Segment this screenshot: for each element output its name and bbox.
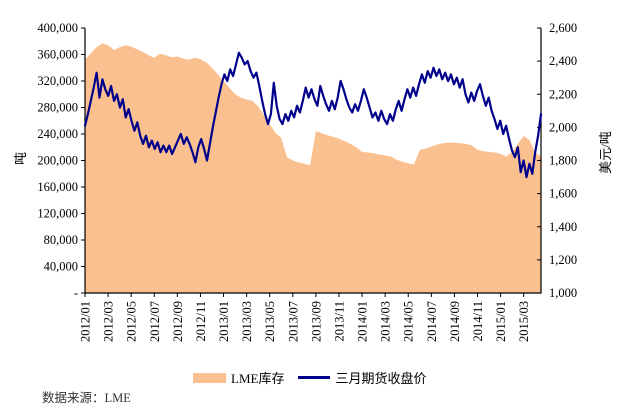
svg-text:1,200: 1,200	[549, 253, 577, 267]
svg-text:2014/03: 2014/03	[379, 301, 393, 342]
svg-text:1,600: 1,600	[549, 187, 577, 201]
svg-text:2013/01: 2013/01	[217, 301, 231, 342]
svg-text:2012/01: 2012/01	[79, 301, 93, 342]
svg-text:1,800: 1,800	[549, 154, 577, 168]
svg-text:2015/01: 2015/01	[494, 301, 508, 342]
svg-text:2013/05: 2013/05	[263, 301, 277, 342]
svg-text:2014/05: 2014/05	[402, 301, 416, 342]
svg-text:360,000: 360,000	[37, 48, 78, 62]
svg-text:-: -	[74, 286, 78, 300]
legend-item-inventory: LME库存	[193, 368, 284, 387]
svg-text:1,000: 1,000	[549, 286, 577, 300]
svg-text:2012/07: 2012/07	[148, 301, 162, 342]
svg-text:40,000: 40,000	[44, 260, 78, 274]
area-swatch-icon	[193, 372, 226, 383]
svg-text:2014/07: 2014/07	[425, 301, 439, 342]
legend-label-price: 三月期货收盘价	[335, 371, 427, 386]
svg-text:2015/03: 2015/03	[517, 301, 531, 342]
svg-text:2,400: 2,400	[549, 54, 577, 68]
svg-text:280,000: 280,000	[37, 101, 78, 115]
svg-text:320,000: 320,000	[37, 74, 78, 88]
svg-text:160,000: 160,000	[37, 180, 78, 194]
svg-text:2,000: 2,000	[549, 120, 577, 134]
legend: LME库存 三月期货收盘价	[193, 368, 426, 387]
svg-text:2014/11: 2014/11	[471, 301, 485, 342]
svg-text:2013/09: 2013/09	[309, 301, 323, 342]
svg-text:2014/09: 2014/09	[448, 301, 462, 342]
svg-text:200,000: 200,000	[37, 154, 78, 168]
data-source-note: 数据来源：LME	[42, 391, 131, 405]
svg-text:80,000: 80,000	[44, 233, 78, 247]
svg-text:2012/09: 2012/09	[171, 301, 185, 342]
svg-text:2012/03: 2012/03	[102, 301, 116, 342]
svg-text:1,400: 1,400	[549, 220, 577, 234]
legend-item-price: 三月期货收盘价	[298, 368, 426, 387]
line-swatch-icon	[298, 376, 331, 379]
svg-text:2,200: 2,200	[549, 87, 577, 101]
svg-text:2,600: 2,600	[549, 21, 577, 35]
svg-text:2013/07: 2013/07	[286, 301, 300, 342]
svg-text:2013/11: 2013/11	[332, 301, 346, 342]
svg-text:2014/01: 2014/01	[356, 301, 370, 342]
legend-label-inventory: LME库存	[231, 371, 285, 386]
svg-text:400,000: 400,000	[37, 21, 78, 35]
left-axis-title: 吨	[13, 151, 29, 166]
svg-text:240,000: 240,000	[37, 127, 78, 141]
svg-text:120,000: 120,000	[37, 207, 78, 221]
svg-text:2013/03: 2013/03	[240, 301, 254, 342]
right-axis-title: 美元/吨	[597, 131, 613, 174]
svg-text:2012/05: 2012/05	[125, 301, 139, 342]
svg-text:2012/11: 2012/11	[194, 301, 208, 342]
